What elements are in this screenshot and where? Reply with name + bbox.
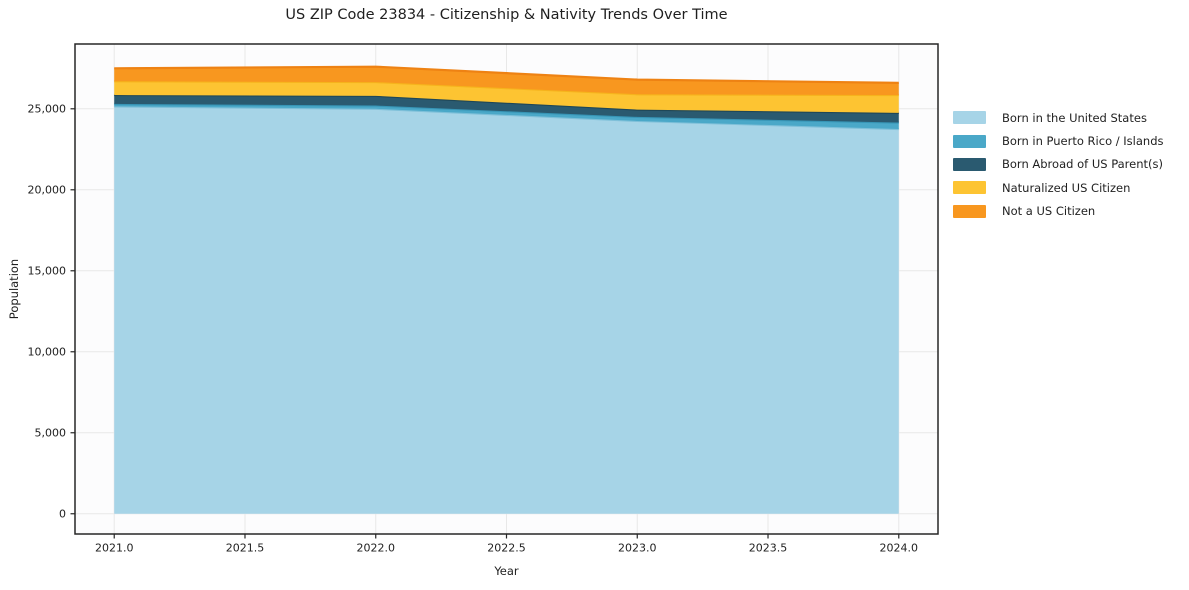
legend-swatch [953, 157, 986, 171]
legend-item: Born in the United States [953, 106, 1164, 129]
x-tick-label: 2021.5 [226, 542, 265, 555]
legend-label: Naturalized US Citizen [1002, 180, 1131, 195]
area-band-0 [114, 106, 899, 514]
legend-swatch [953, 181, 986, 195]
chart-title: US ZIP Code 23834 - Citizenship & Nativi… [285, 7, 728, 23]
legend-swatch [953, 134, 986, 148]
legend-label: Born Abroad of US Parent(s) [1002, 157, 1163, 172]
y-tick-label: 10,000 [28, 346, 67, 359]
x-tick-label: 2021.0 [95, 542, 134, 555]
area-band-2 [114, 95, 899, 123]
y-tick-label: 0 [59, 508, 66, 521]
y-tick-label: 15,000 [28, 265, 67, 278]
area-band-1 [114, 103, 899, 130]
legend-label: Born in Puerto Rico / Islands [1002, 134, 1164, 149]
legend: Born in the United States Born in Puerto … [953, 106, 1164, 223]
y-tick-label: 5,000 [35, 427, 67, 440]
x-tick-label: 2024.0 [880, 542, 919, 555]
area-edge-4 [114, 65, 899, 84]
legend-item: Not a US Citizen [953, 200, 1164, 223]
legend-label: Not a US Citizen [1002, 204, 1096, 219]
legend-swatch [953, 111, 986, 125]
legend-swatch [953, 204, 986, 218]
area-band-3 [114, 81, 899, 113]
y-axis-label: Population [7, 258, 21, 320]
x-axis-label: Year [494, 564, 519, 578]
x-tick-label: 2023.0 [618, 542, 657, 555]
legend-label: Born in the United States [1002, 110, 1147, 125]
area-band-4 [114, 66, 899, 96]
legend-item: Born Abroad of US Parent(s) [953, 153, 1164, 176]
x-tick-label: 2022.5 [487, 542, 526, 555]
x-tick-label: 2023.5 [749, 542, 788, 555]
y-tick-label: 20,000 [28, 184, 67, 197]
y-tick-label: 25,000 [28, 103, 67, 116]
legend-item: Naturalized US Citizen [953, 176, 1164, 199]
legend-item: Born in Puerto Rico / Islands [953, 129, 1164, 152]
x-tick-label: 2022.0 [356, 542, 395, 555]
